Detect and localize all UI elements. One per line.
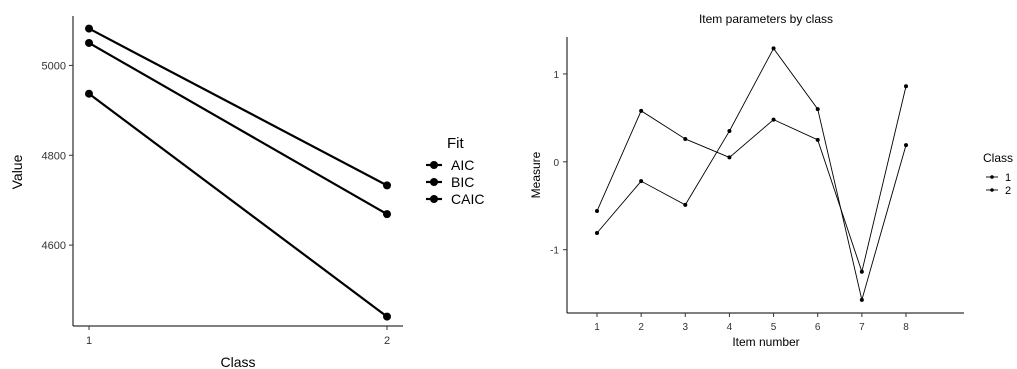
fit-x-tick-label: 1	[86, 335, 92, 347]
fit-chart-legend-title: Fit	[447, 135, 464, 152]
item-point-class-2-3	[683, 202, 688, 207]
item-x-tick-label: 1	[594, 322, 600, 333]
fit-chart-y-label: Value	[9, 154, 25, 189]
item-legend-label-1: 1	[1005, 172, 1011, 184]
fit-legend-label-caic: CAIC	[451, 191, 484, 207]
item-x-tick-label: 7	[859, 322, 865, 333]
fit-x-tick-label: 2	[384, 335, 390, 347]
item-x-tick-label: 5	[771, 322, 777, 333]
item-x-tick-label: 6	[815, 322, 821, 333]
item-chart-title: Item parameters by class	[699, 12, 833, 26]
item-chart-y-label: Measure	[529, 151, 543, 198]
item-chart-points	[595, 46, 908, 302]
item-point-class-2-4	[727, 129, 732, 134]
fit-chart-x-label: Class	[220, 354, 255, 369]
item-point-class-2-8	[904, 143, 908, 148]
fit-y-tick-label: 5000	[42, 60, 66, 72]
item-y-tick-label: 1	[553, 70, 559, 81]
item-line-class-2	[596, 47, 907, 302]
item-point-class-2-5	[771, 46, 776, 51]
item-point-class-2-7	[859, 297, 864, 302]
item-x-tick-label: 2	[638, 322, 644, 333]
fit-point-aic-1	[85, 89, 93, 98]
fit-legend-label-aic: AIC	[451, 157, 474, 173]
item-point-class-1-8	[904, 84, 908, 89]
item-point-class-1-2	[639, 108, 644, 113]
fit-y-tick-label: 4600	[42, 240, 66, 252]
item-chart-x-ticks: 1 2 3 4 5 6 7 8	[594, 313, 909, 333]
item-chart-legend-title: Class	[983, 151, 1013, 165]
fit-point-caic-1	[85, 38, 93, 47]
fit-chart-y-ticks: 4600 4800 5000	[42, 60, 73, 252]
fit-y-tick-label: 4800	[42, 150, 66, 162]
item-legend-key-point	[990, 188, 994, 192]
fit-point-aic-2	[383, 312, 391, 321]
fit-point-bic-1	[85, 24, 93, 33]
item-point-class-1-7	[859, 269, 864, 274]
item-line-class-1	[596, 86, 907, 274]
fit-line-bic	[88, 27, 388, 187]
item-chart-y-ticks: -1 0 1	[550, 70, 567, 257]
item-point-class-1-4	[727, 155, 732, 160]
item-legend-label-2: 2	[1005, 185, 1011, 197]
item-point-class-1-3	[683, 136, 688, 141]
fit-legend-key-point	[430, 195, 438, 203]
item-chart-lines	[596, 47, 907, 302]
fit-legend-key-point	[430, 161, 438, 169]
fit-point-bic-2	[383, 181, 391, 190]
item-y-tick-label: 0	[553, 158, 559, 169]
item-y-tick-label: -1	[550, 246, 559, 257]
item-point-class-2-2	[639, 179, 644, 184]
fit-point-caic-2	[383, 210, 391, 219]
item-x-tick-label: 4	[727, 322, 733, 333]
item-point-class-2-6	[815, 107, 820, 112]
item-x-tick-label: 8	[903, 322, 909, 333]
item-point-class-1-6	[815, 137, 820, 142]
fit-line-caic	[88, 42, 388, 216]
item-point-class-2-1	[595, 231, 599, 236]
item-chart-legend: 12	[986, 172, 1011, 197]
item-legend-key-point	[990, 175, 994, 179]
fit-legend-key-point	[430, 178, 438, 186]
item-point-class-1-1	[595, 209, 599, 214]
item-chart-x-label: Item number	[732, 335, 799, 349]
item-point-class-1-5	[771, 117, 776, 122]
fit-line-aic	[88, 92, 388, 318]
fit-chart-lines	[88, 27, 388, 318]
fit-legend-label-bic: BIC	[451, 174, 474, 190]
fit-chart-points	[85, 24, 391, 321]
item-x-tick-label: 3	[683, 322, 689, 333]
